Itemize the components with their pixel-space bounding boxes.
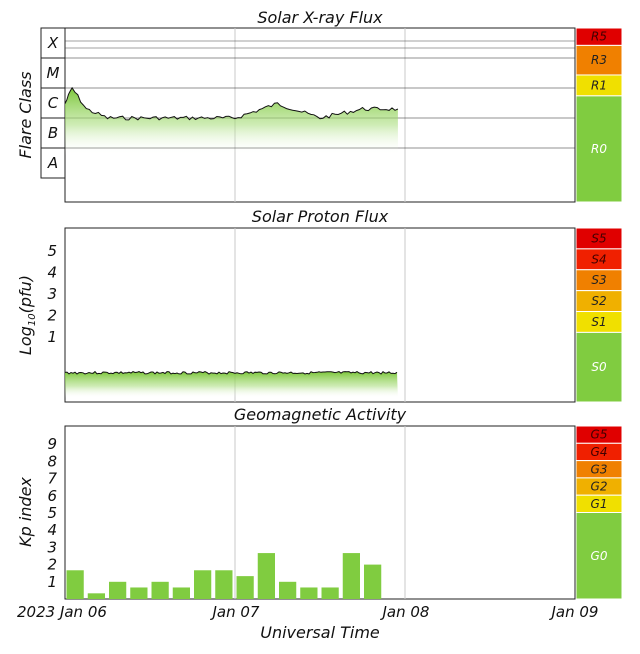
scale-label-r0: R0 [591, 142, 607, 156]
flare-class-a: A [47, 154, 58, 172]
proton-ytick: 3 [47, 285, 57, 303]
kp-bar [236, 576, 254, 599]
xray-flux-series [64, 86, 399, 155]
scale-label-r3: R3 [591, 53, 607, 67]
proton-flux-series [64, 370, 398, 398]
radio-blackout-scale: R5 R3 R1 R0 [575, 27, 623, 203]
flare-class-x: X [47, 34, 59, 52]
scale-label-r1: R1 [591, 78, 607, 92]
flare-class-lines [41, 40, 575, 149]
xray-frame [64, 27, 576, 203]
proton-flux-fill [65, 371, 398, 398]
xray-title: Solar X-ray Flux [257, 8, 383, 27]
flare-class-b: B [48, 124, 58, 142]
flare-class-m: M [47, 64, 60, 82]
kp-bars [66, 553, 382, 599]
scale-label-g0: G0 [591, 549, 608, 563]
kp-bar [151, 581, 169, 599]
kp-bar [279, 581, 297, 599]
kp-ytick: 5 [47, 504, 57, 522]
proton-flux-line [64, 370, 398, 375]
kp-ytick: 9 [47, 435, 57, 453]
kp-ytick: 6 [47, 487, 57, 505]
xtick-jan08: Jan 08 [380, 603, 430, 621]
proton-yticks: 1 2 3 4 5 [47, 242, 57, 346]
kp-ytick: 1 [47, 573, 57, 591]
scale-label-r5: R5 [591, 30, 607, 44]
kp-bar [87, 593, 105, 599]
kp-ylabel: Kp index [16, 477, 35, 547]
kp-ytick: 7 [47, 470, 57, 488]
xtick-jan07: Jan 07 [210, 603, 260, 621]
x-axis-label: Universal Time [260, 623, 380, 642]
kp-bar [321, 587, 339, 599]
proton-ytick: 4 [47, 264, 57, 282]
xray-flux-fill [65, 87, 398, 155]
scale-level-s0 [575, 331, 623, 403]
scale-label-s0: S0 [591, 360, 607, 374]
scale-label-g4: G4 [591, 445, 608, 459]
kp-ytick: 4 [47, 521, 57, 539]
scale-label-s1: S1 [591, 315, 606, 329]
kp-bar [194, 570, 212, 599]
scale-label-s2: S2 [591, 294, 606, 308]
kp-bar [215, 570, 233, 599]
xray-ylabel: Flare Class [16, 71, 35, 158]
proton-ylabel: Log10(pfu) [16, 275, 38, 355]
scale-label-s3: S3 [591, 273, 606, 287]
proton-frame [64, 227, 576, 403]
flare-class-c: C [48, 94, 59, 112]
kp-ytick: 2 [47, 556, 57, 574]
kp-bar [364, 564, 382, 599]
kp-bar [66, 570, 84, 599]
kp-bar [130, 587, 148, 599]
scale-label-g5: G5 [591, 428, 608, 442]
xtick-jan09: Jan 09 [549, 603, 599, 621]
scale-label-g3: G3 [591, 462, 608, 476]
kp-bar [300, 587, 318, 599]
kp-bar [172, 587, 190, 599]
kp-ytick: 3 [47, 538, 57, 556]
kp-bar [342, 553, 360, 599]
proton-ytick: 5 [47, 242, 57, 260]
scale-label-s4: S4 [591, 252, 606, 266]
xtick-jan06: 2023 Jan 06 [17, 603, 107, 621]
scale-level-r0 [575, 95, 623, 203]
geomag-frame [64, 425, 576, 600]
kp-bar [109, 581, 127, 599]
proton-title: Solar Proton Flux [252, 207, 389, 226]
scale-label-g2: G2 [591, 480, 608, 494]
scale-label-s5: S5 [591, 231, 606, 245]
scale-level-g0 [575, 512, 623, 600]
geomag-title: Geomagnetic Activity [234, 405, 407, 424]
geomagnetic-storm-scale: G5 G4 G3 G2 G1 G0 [575, 425, 623, 600]
scale-label-g1: G1 [591, 497, 608, 511]
proton-ytick: 1 [47, 328, 57, 346]
xray-flux-line [64, 86, 399, 121]
proton-ytick: 2 [47, 307, 57, 325]
kp-bar [257, 553, 275, 599]
kp-ytick: 8 [47, 452, 57, 470]
radiation-storm-scale: S5 S4 S3 S2 S1 S0 [575, 227, 623, 403]
